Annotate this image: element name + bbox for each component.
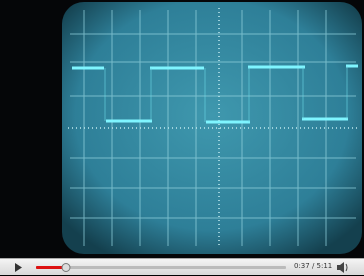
body: 0:37 / 5:11 (() => { const data = JSON.p… <box>0 0 364 275</box>
time-display: 0:37 / 5:11 <box>294 262 332 270</box>
progress-track[interactable] <box>36 266 286 269</box>
play-button[interactable] <box>15 263 22 272</box>
page: {"player": {"time": "0:37 / 5:11"}} html… <box>0 0 364 275</box>
volume-button[interactable] <box>337 262 347 273</box>
progress-handle[interactable] <box>62 264 70 272</box>
control-bar: 0:37 / 5:11 <box>0 258 364 275</box>
video-frame[interactable] <box>0 0 364 258</box>
video-player: 0:37 / 5:11 <box>0 0 364 275</box>
